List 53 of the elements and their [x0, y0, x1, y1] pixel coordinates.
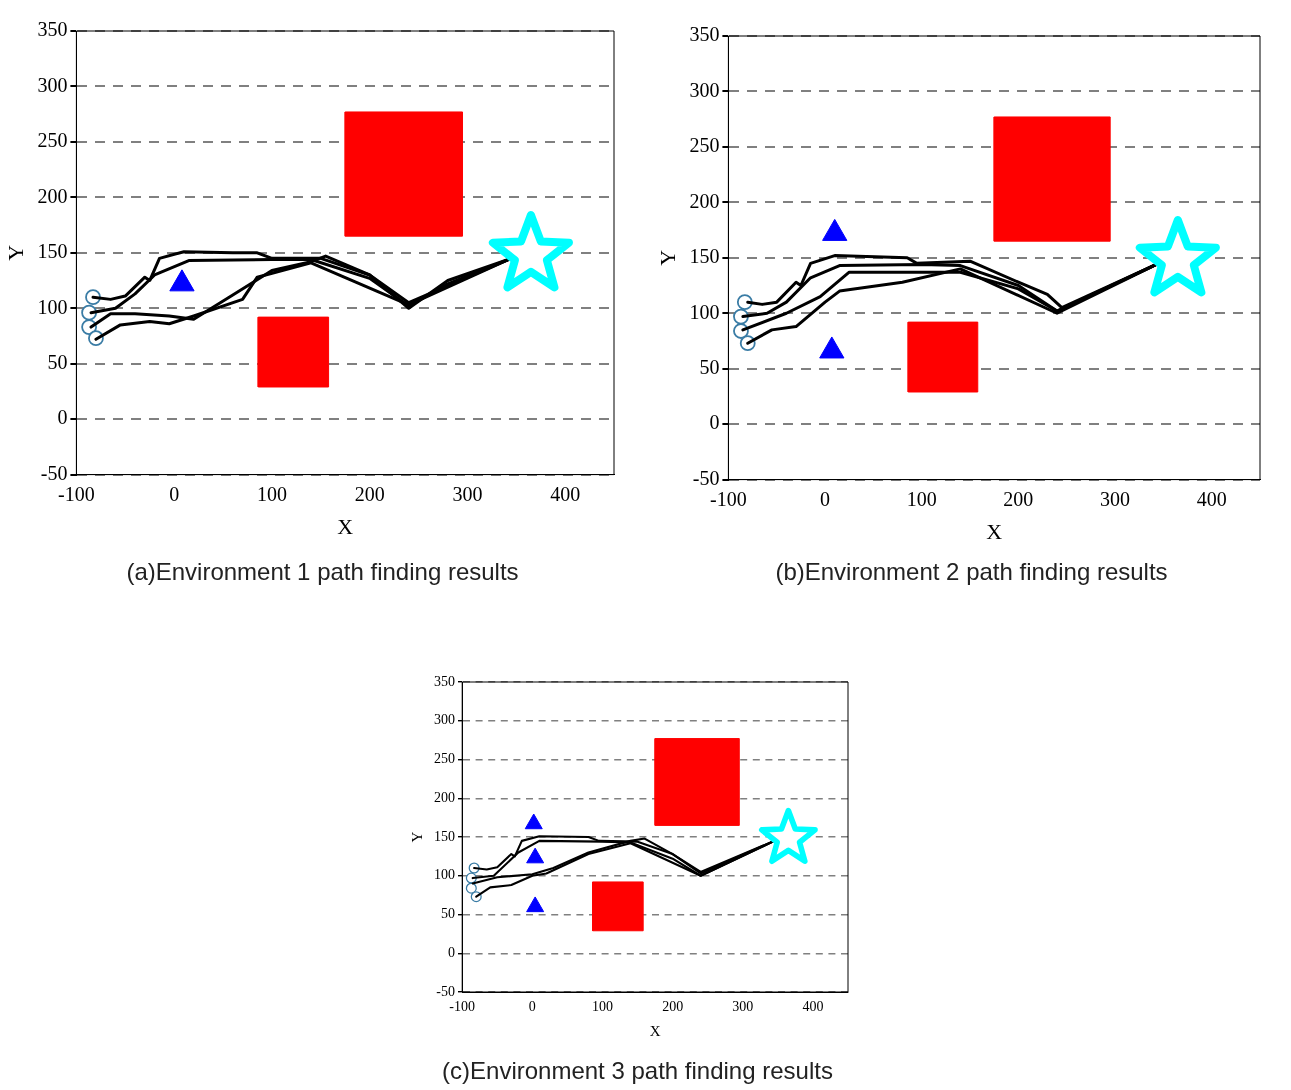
x-tick-label: 200: [354, 482, 385, 505]
x-tick-label: 400: [1196, 487, 1227, 510]
y-tick-label: 200: [37, 184, 68, 207]
y-tick-label: 200: [434, 789, 455, 805]
y-tick-label: 50: [699, 355, 720, 378]
x-tick-label: 300: [1100, 487, 1131, 510]
x-tick-label: 200: [1003, 487, 1034, 510]
x-tick-label: 300: [732, 999, 754, 1015]
y-tick-label: 100: [37, 295, 68, 318]
y-tick-label: 0: [709, 411, 720, 434]
text: (a)Environment 1 path finding results: [125, 558, 520, 586]
y-tick-label: 150: [689, 245, 720, 268]
x-axis-title: X: [986, 518, 1003, 544]
x-tick-label: 0: [528, 999, 536, 1015]
y-tick-label: 0: [448, 944, 455, 960]
y-tick-label: 200: [689, 189, 720, 212]
y-tick-label: 350: [37, 18, 68, 41]
y-tick-label: 350: [434, 673, 455, 689]
y-tick-label: 50: [441, 906, 455, 922]
y-axis-title: Y: [2, 244, 28, 261]
y-tick-label: 300: [434, 712, 455, 728]
y-tick-label: -50: [40, 461, 68, 484]
y-tick-label: 250: [434, 751, 455, 767]
x-tick-label: 200: [662, 999, 684, 1015]
y-axis-title: Y: [654, 249, 680, 266]
x-tick-label: 0: [169, 482, 180, 505]
x-tick-label: 400: [550, 482, 581, 505]
x-axis-title: X: [337, 513, 354, 539]
x-tick-label: 100: [256, 482, 287, 505]
y-tick-label: 150: [434, 828, 455, 844]
y-tick-label: 300: [689, 78, 720, 101]
text: (b)Environment 2 path finding results: [774, 558, 1169, 586]
y-tick-label: 300: [37, 73, 68, 96]
x-tick-label: 0: [820, 487, 831, 510]
y-tick-label: 50: [47, 350, 68, 373]
y-tick-label: 350: [689, 23, 720, 46]
y-tick-label: 150: [37, 240, 68, 263]
y-tick-label: 250: [37, 129, 68, 152]
y-tick-label: 100: [689, 300, 720, 323]
x-tick-label: 100: [591, 999, 613, 1015]
x-tick-label: -100: [710, 487, 747, 510]
text: (c)Environment 3 path finding results: [441, 1057, 834, 1085]
x-tick-label: -100: [58, 482, 95, 505]
y-tick-label: -50: [692, 466, 720, 489]
x-axis-title: X: [649, 1022, 661, 1039]
x-tick-label: 100: [906, 487, 937, 510]
x-tick-label: -100: [449, 999, 476, 1015]
y-axis-title: Y: [408, 831, 425, 843]
x-tick-label: 400: [802, 999, 824, 1015]
y-tick-label: 250: [689, 134, 720, 157]
y-tick-label: 100: [434, 867, 455, 883]
y-tick-label: -50: [436, 983, 455, 999]
y-tick-label: 0: [57, 406, 68, 429]
